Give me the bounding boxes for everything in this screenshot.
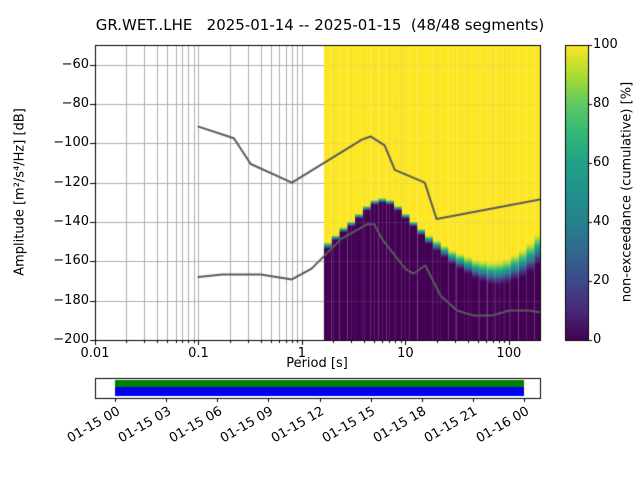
y-tick-label: −80 bbox=[61, 96, 89, 111]
chart-title: GR.WET..LHE 2025-01-14 -- 2025-01-15 (48… bbox=[95, 16, 545, 34]
colorbar-tick-label: 0 bbox=[593, 332, 602, 347]
y-tick-label: −180 bbox=[53, 292, 89, 308]
colorbar-tick-label: 60 bbox=[593, 155, 610, 170]
x-axis-label: Period [s] bbox=[286, 356, 348, 371]
y-axis-label: Amplitude [m²/s⁴/Hz] [dB] bbox=[12, 108, 28, 276]
y-tick-label: −200 bbox=[53, 332, 89, 347]
x-tick-label: 100 bbox=[496, 346, 522, 361]
x-tick-label: 10 bbox=[397, 346, 414, 361]
colorbar-tick-label: 80 bbox=[593, 96, 610, 111]
x-tick-label: 0.1 bbox=[188, 346, 209, 361]
colorbar-tick-label: 20 bbox=[593, 273, 610, 288]
x-tick-label: 0.01 bbox=[80, 346, 110, 361]
colorbar-label: non-exceedance (cumulative) [%] bbox=[619, 81, 635, 303]
y-tick-label: −60 bbox=[61, 56, 89, 72]
y-tick-label: −160 bbox=[53, 253, 89, 269]
colorbar-tick-label: 100 bbox=[593, 37, 618, 52]
y-tick-label: −120 bbox=[53, 174, 89, 190]
x-tick-label: 1 bbox=[297, 346, 307, 361]
y-tick-label: −100 bbox=[53, 135, 89, 151]
y-tick-label: −140 bbox=[53, 214, 89, 229]
colorbar-tick-label: 40 bbox=[593, 214, 610, 229]
